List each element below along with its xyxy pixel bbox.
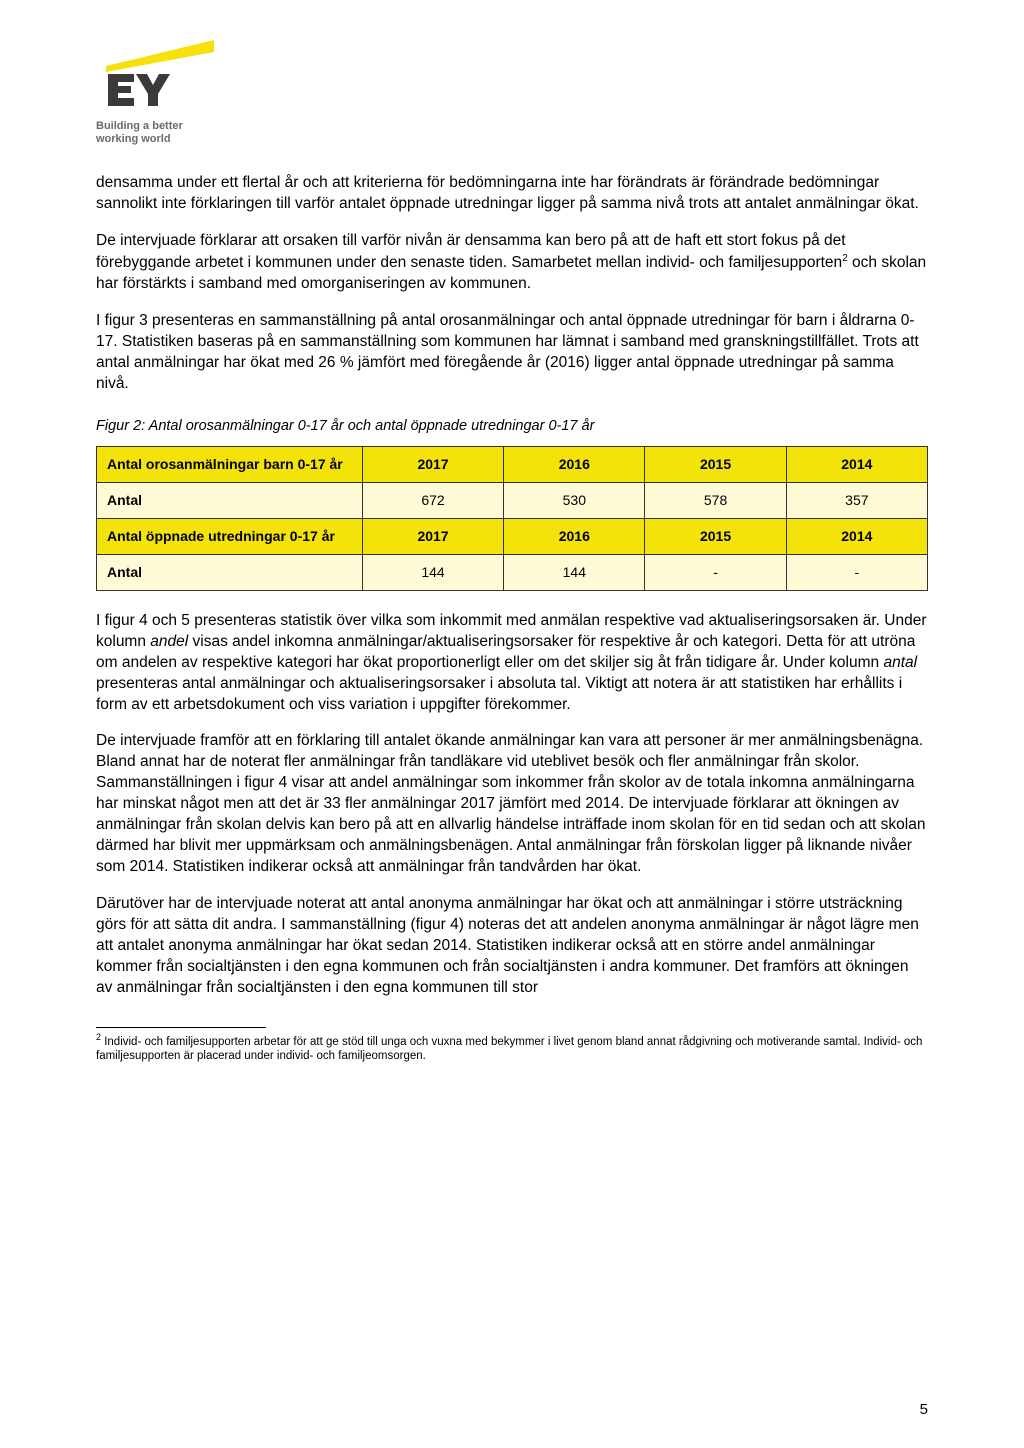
table-cell: 144	[362, 554, 503, 590]
paragraph-1: densamma under ett flertal år och att kr…	[96, 173, 928, 215]
table-col-2014: 2014	[786, 519, 927, 555]
table-header-row-1: Antal orosanmälningar barn 0-17 år 2017 …	[97, 447, 928, 483]
table-col-2017: 2017	[362, 447, 503, 483]
figure-2-table: Antal orosanmälningar barn 0-17 år 2017 …	[96, 446, 928, 591]
p4-em-andel: andel	[150, 633, 188, 650]
tagline-line1: Building a better	[96, 120, 183, 132]
table-row-label: Antal	[97, 554, 363, 590]
table-col-2014: 2014	[786, 447, 927, 483]
table-cell: 578	[645, 483, 786, 519]
footnote-text: Individ- och familjesupporten arbetar fö…	[96, 1035, 922, 1062]
paragraph-4: I figur 4 och 5 presenteras statistik öv…	[96, 611, 928, 716]
footnote-separator	[96, 1027, 266, 1028]
paragraph-2: De intervjuade förklarar att orsaken til…	[96, 231, 928, 295]
paragraph-3: I figur 3 presenteras en sammanställning…	[96, 311, 928, 395]
table-section2-label: Antal öppnade utredningar 0-17 år	[97, 519, 363, 555]
ey-logo-svg	[96, 40, 216, 118]
table-header-row-2: Antal öppnade utredningar 0-17 år 2017 2…	[97, 519, 928, 555]
paragraph-5: De intervjuade framför att en förklaring…	[96, 731, 928, 877]
table-col-2017: 2017	[362, 519, 503, 555]
paragraph-6: Därutöver har de intervjuade noterat att…	[96, 894, 928, 999]
figure-2-caption: Figur 2: Antal orosanmälningar 0-17 år o…	[96, 417, 928, 437]
page-number: 5	[920, 1400, 928, 1420]
table-row: Antal 672 530 578 357	[97, 483, 928, 519]
p2-part-a: De intervjuade förklarar att orsaken til…	[96, 232, 846, 271]
p4-part-c: presenteras antal anmälningar och aktual…	[96, 675, 902, 713]
tagline-line2: working world	[96, 133, 171, 145]
p4-em-antal: antal	[883, 654, 917, 671]
ey-logo: Building a better working world	[96, 40, 928, 145]
table-col-2015: 2015	[645, 519, 786, 555]
table-col-2015: 2015	[645, 447, 786, 483]
footnote-2: 2 Individ- och familjesupporten arbetar …	[96, 1032, 928, 1065]
logo-tagline: Building a better working world	[96, 120, 928, 145]
table-row-label: Antal	[97, 483, 363, 519]
table-cell: -	[645, 554, 786, 590]
table-col-2016: 2016	[504, 519, 645, 555]
table-cell: 530	[504, 483, 645, 519]
table-section1-label: Antal orosanmälningar barn 0-17 år	[97, 447, 363, 483]
table-cell: -	[786, 554, 927, 590]
table-col-2016: 2016	[504, 447, 645, 483]
table-row: Antal 144 144 - -	[97, 554, 928, 590]
table-cell: 672	[362, 483, 503, 519]
table-cell: 357	[786, 483, 927, 519]
p4-part-b: visas andel inkomna anmälningar/aktualis…	[96, 633, 915, 671]
table-cell: 144	[504, 554, 645, 590]
